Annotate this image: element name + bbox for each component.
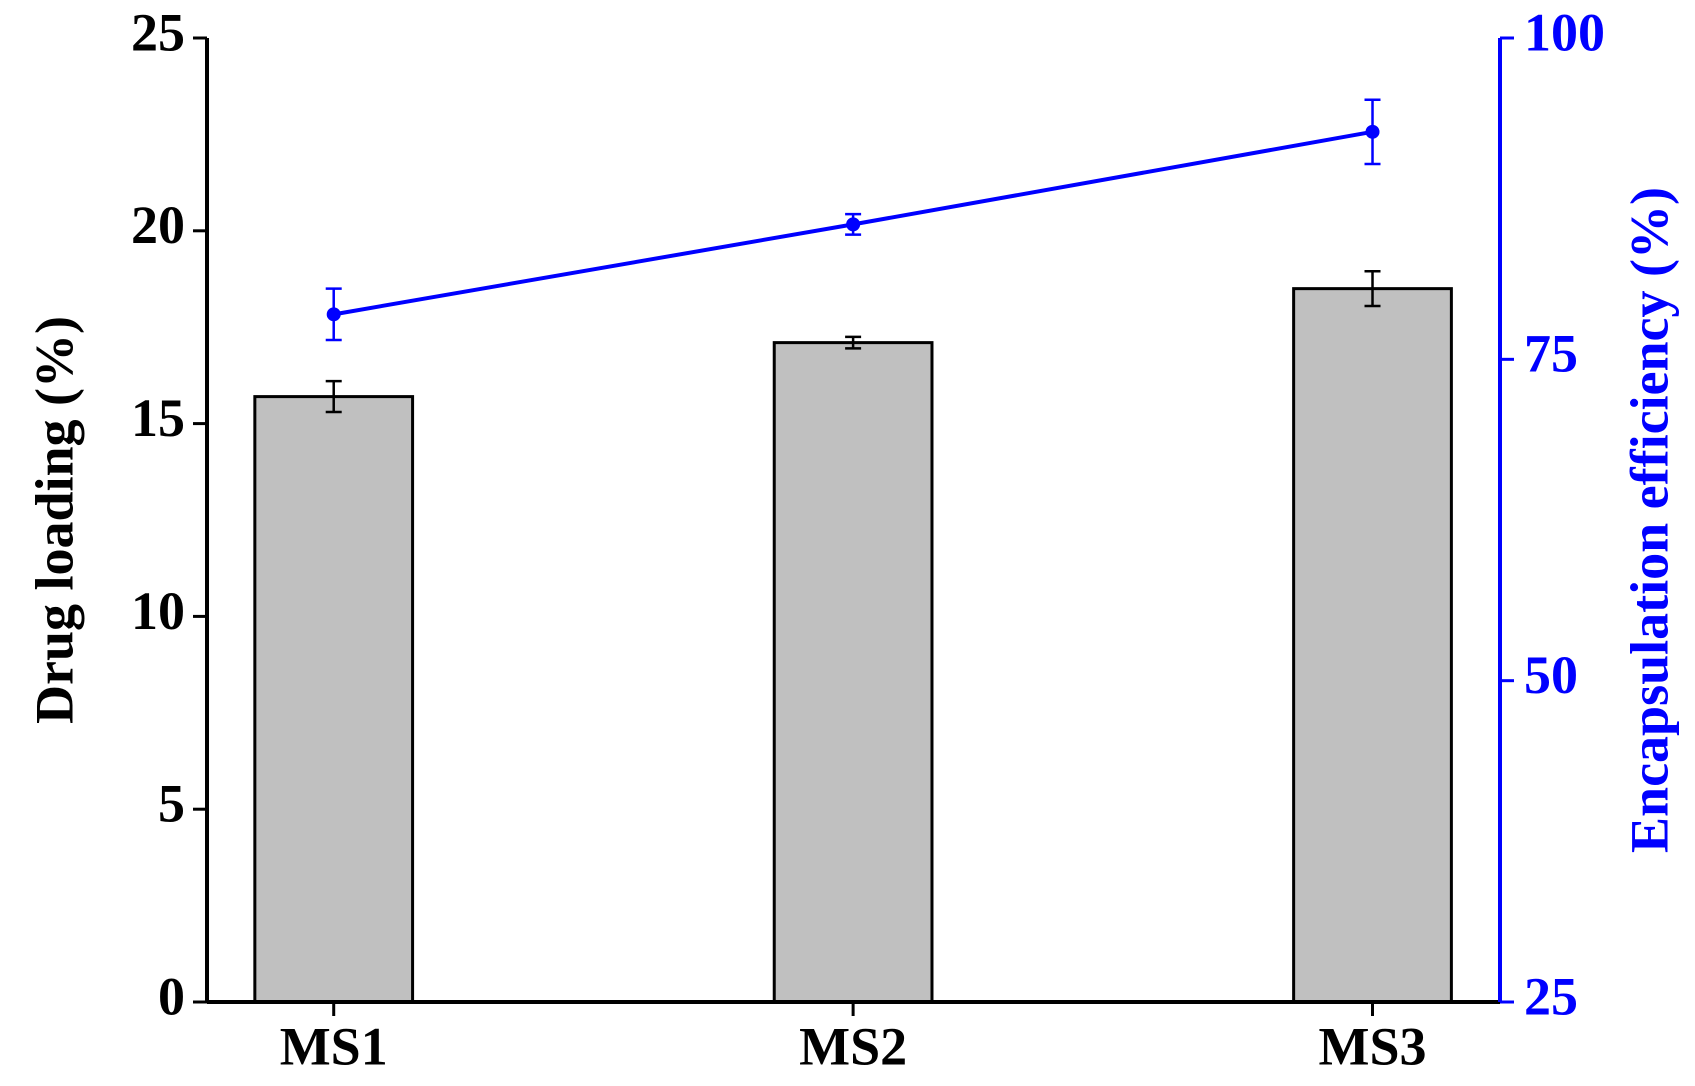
y2-tick-label: 50 [1524,645,1578,705]
x-tick-label: MS1 [280,1016,388,1076]
point [1365,124,1380,139]
point [846,217,861,232]
bar [1292,287,1453,1004]
error-bar [325,379,342,414]
bar [772,341,934,1004]
y-tick-label: 0 [158,966,185,1026]
y-tick-label: 25 [131,2,185,62]
x-tick-label: MS3 [1319,1016,1427,1076]
y2-tick-label: 75 [1524,324,1578,384]
y2-tick-label: 25 [1524,966,1578,1026]
y-tick-label: 15 [131,388,185,448]
y2-tick-label: 100 [1524,2,1605,62]
y-tick-label: 5 [158,774,185,834]
x-tick-label: MS2 [799,1016,907,1076]
y2-axis-label: Encapsulation efficiency (%) [1619,187,1679,853]
error-bar [845,335,862,350]
y-tick-label: 20 [131,195,185,255]
point [326,307,341,322]
y-axis-label: Drug loading (%) [24,316,84,724]
y-tick-label: 10 [131,581,185,641]
error-bar [1364,270,1381,308]
bar [253,395,415,1004]
